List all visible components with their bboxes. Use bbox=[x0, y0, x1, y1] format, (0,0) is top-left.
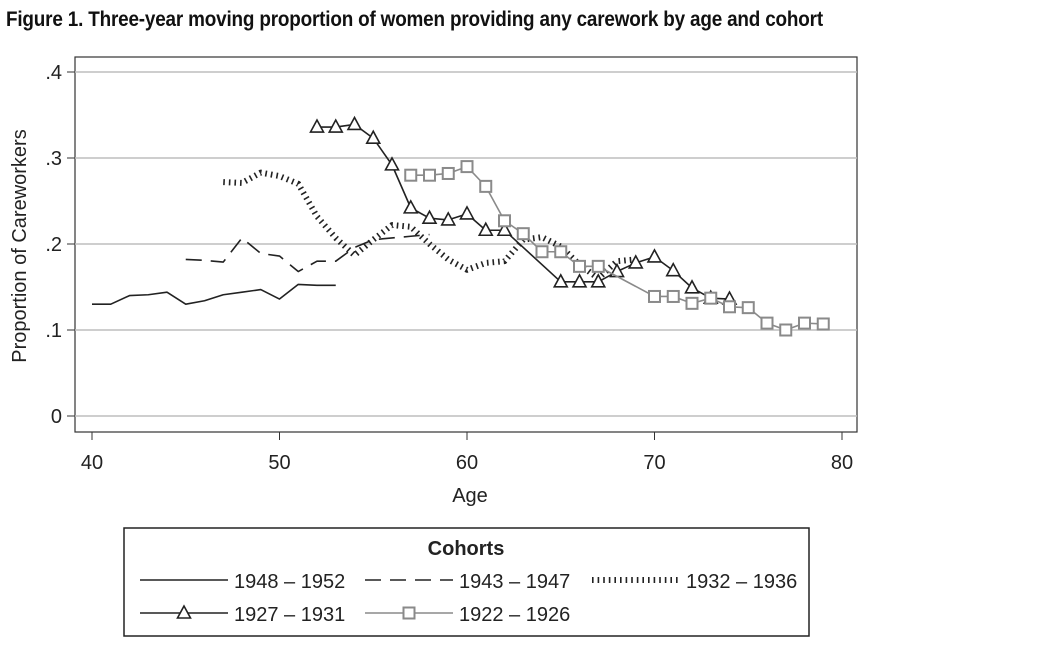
axes: 0 .1 .2 .3 .4 40 50 60 70 80 bbox=[45, 62, 853, 474]
triangle-marker bbox=[627, 254, 644, 269]
triangle-marker bbox=[176, 604, 192, 619]
square-marker bbox=[423, 168, 436, 182]
triangle-marker bbox=[402, 199, 419, 214]
y-axis-label: Proportion of Careworkers bbox=[9, 129, 31, 362]
legend-item: 1948 – 1952 bbox=[140, 571, 345, 593]
series-1922–1926 bbox=[404, 160, 830, 337]
square-marker bbox=[554, 245, 568, 259]
triangle-marker bbox=[384, 156, 400, 171]
triangle-marker bbox=[552, 273, 569, 288]
triangle-marker bbox=[590, 273, 607, 288]
series-line bbox=[410, 165, 824, 331]
square-marker bbox=[404, 168, 418, 182]
triangle-marker bbox=[665, 261, 682, 277]
square-marker bbox=[498, 214, 511, 228]
y-tick-label: .3 bbox=[45, 148, 62, 170]
square-marker bbox=[723, 300, 736, 314]
x-tick-label: 50 bbox=[268, 452, 290, 474]
square-marker bbox=[760, 316, 774, 330]
triangle-marker bbox=[327, 118, 344, 133]
triangle-marker bbox=[684, 279, 700, 294]
legend-title: Cohorts bbox=[428, 538, 505, 560]
triangle-marker bbox=[346, 115, 363, 131]
legend: Cohorts 1948 – 1952 1943 – 1947 1932 – 193… bbox=[123, 527, 810, 637]
legend-label: 1922 – 1926 bbox=[459, 604, 570, 626]
square-marker bbox=[798, 316, 811, 330]
legend-item: 1922 – 1926 bbox=[365, 604, 570, 626]
triangle-marker bbox=[440, 211, 457, 226]
legend-item: 1932 – 1936 bbox=[592, 571, 797, 593]
series-1932–1936 bbox=[223, 169, 637, 282]
series-layer bbox=[92, 115, 830, 337]
legend-item: 1927 – 1931 bbox=[140, 604, 345, 626]
x-tick-label: 40 bbox=[81, 452, 103, 474]
square-marker bbox=[535, 245, 549, 259]
square-marker bbox=[685, 296, 699, 310]
series-1948–1952 bbox=[92, 283, 336, 306]
square-marker bbox=[516, 227, 530, 241]
square-marker bbox=[441, 166, 455, 180]
gridlines bbox=[75, 71, 857, 417]
square-marker bbox=[573, 259, 586, 273]
x-axis-label: Age bbox=[452, 485, 488, 507]
legend-box bbox=[123, 527, 810, 637]
series-line bbox=[185, 233, 430, 273]
figure-title: Figure 1. Three-year moving proportion o… bbox=[6, 8, 823, 31]
triangle-marker bbox=[496, 221, 513, 237]
series-line bbox=[223, 169, 637, 282]
square-marker bbox=[704, 291, 718, 305]
triangle-marker bbox=[477, 221, 494, 237]
square-marker bbox=[479, 179, 493, 193]
triangle-marker bbox=[309, 118, 325, 133]
series-line bbox=[92, 283, 336, 306]
triangle-marker bbox=[459, 205, 475, 220]
triangle-marker bbox=[421, 209, 438, 224]
series-1927–1931 bbox=[309, 115, 738, 305]
legend-label: 1932 – 1936 bbox=[686, 571, 797, 593]
legend-label: 1948 – 1952 bbox=[234, 571, 345, 593]
square-marker bbox=[741, 301, 755, 315]
square-marker bbox=[460, 160, 474, 174]
series-1943–1947 bbox=[185, 233, 430, 273]
square-marker bbox=[648, 289, 661, 303]
y-tick-label: .4 bbox=[45, 62, 62, 84]
triangle-marker bbox=[365, 129, 382, 145]
y-tick-label: 0 bbox=[51, 406, 62, 428]
square-marker bbox=[666, 289, 680, 303]
triangle-marker bbox=[571, 273, 588, 288]
triangle-marker bbox=[646, 248, 663, 263]
square-marker bbox=[779, 323, 793, 337]
x-tick-label: 70 bbox=[643, 452, 665, 474]
y-tick-label: .1 bbox=[45, 320, 62, 342]
square-marker bbox=[816, 317, 830, 331]
legend-item: 1943 – 1947 bbox=[365, 571, 570, 593]
y-tick-label: .2 bbox=[45, 234, 62, 256]
legend-label: 1943 – 1947 bbox=[459, 571, 570, 593]
square-marker bbox=[402, 606, 416, 620]
square-marker bbox=[591, 259, 605, 273]
x-tick-label: 80 bbox=[831, 452, 853, 474]
legend-label: 1927 – 1931 bbox=[234, 604, 345, 626]
x-tick-label: 60 bbox=[456, 452, 478, 474]
